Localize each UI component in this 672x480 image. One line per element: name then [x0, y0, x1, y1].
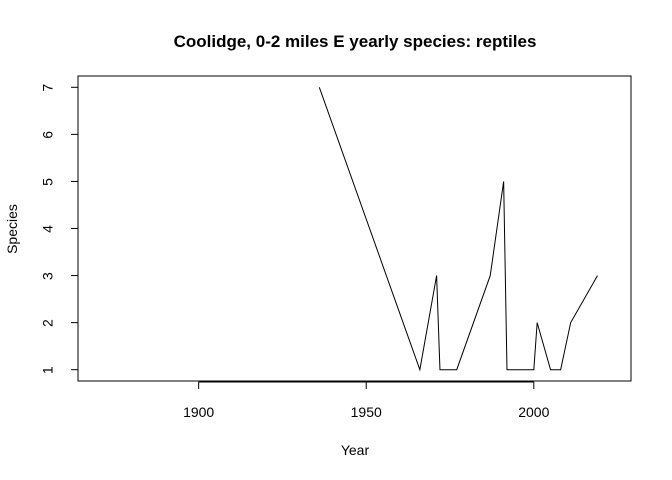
series-layer [318, 87, 598, 372]
y-tick-label: 1 [40, 366, 56, 374]
series-line [318, 87, 598, 372]
plot-area-frame [77, 75, 632, 382]
y-tick-label: 6 [40, 131, 56, 139]
x-tick-label: 1950 [351, 404, 382, 420]
y-tick-label: 3 [40, 272, 56, 280]
x-tick-label: 2000 [518, 404, 549, 420]
y-axis-label: Species [4, 204, 20, 254]
y-tick-label: 5 [40, 178, 56, 186]
x-axis-label: Year [341, 442, 370, 458]
y-tick-label: 7 [40, 84, 56, 92]
y-tick-label: 4 [40, 225, 56, 233]
y-tick-label: 2 [40, 319, 56, 327]
y-axis: 1 2 3 4 5 6 7 [40, 84, 79, 374]
x-axis: 1900 1950 2000 [183, 381, 550, 420]
x-tick-label: 1900 [183, 404, 214, 420]
chart-title: Coolidge, 0-2 miles E yearly species: re… [174, 32, 537, 51]
